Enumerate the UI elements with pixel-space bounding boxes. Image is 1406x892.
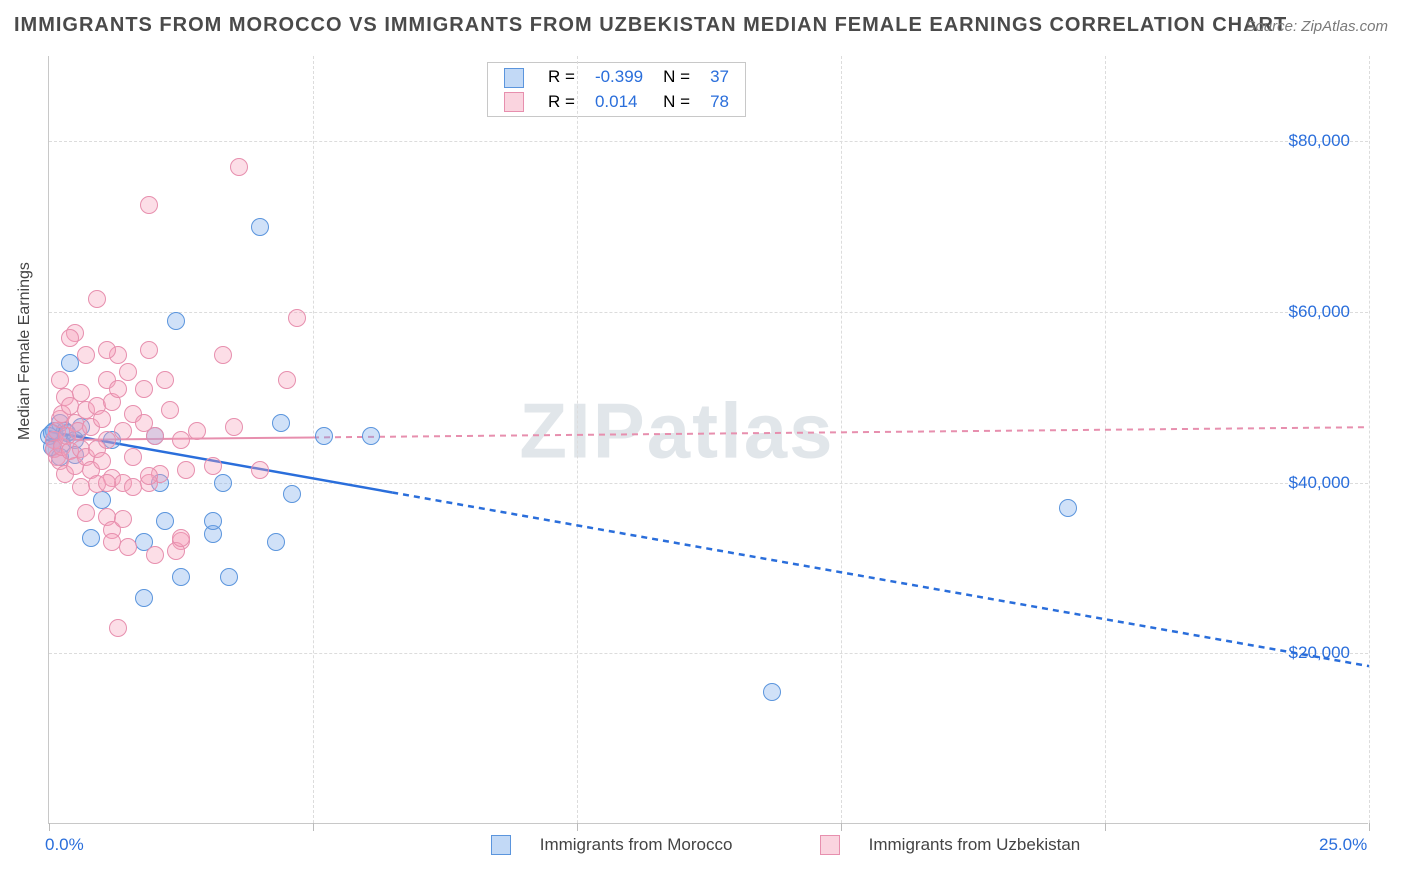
series-label: Immigrants from Morocco	[540, 835, 733, 854]
data-point	[288, 309, 306, 327]
series-label: Immigrants from Uzbekistan	[869, 835, 1081, 854]
data-point	[204, 457, 222, 475]
data-point	[98, 474, 116, 492]
data-point	[278, 371, 296, 389]
data-point	[109, 380, 127, 398]
data-point	[135, 380, 153, 398]
data-point	[362, 427, 380, 445]
y-axis-label: Median Female Earnings	[16, 262, 34, 440]
data-point	[272, 414, 290, 432]
data-point	[188, 422, 206, 440]
data-point	[140, 467, 158, 485]
data-point	[177, 461, 195, 479]
data-point	[61, 329, 79, 347]
data-point	[214, 474, 232, 492]
data-point	[51, 371, 69, 389]
data-point	[267, 533, 285, 551]
data-point	[156, 371, 174, 389]
data-point	[114, 422, 132, 440]
data-point	[88, 290, 106, 308]
data-point	[1059, 499, 1077, 517]
data-point	[72, 384, 90, 402]
data-point	[251, 218, 269, 236]
data-point	[225, 418, 243, 436]
data-point	[230, 158, 248, 176]
data-point	[220, 568, 238, 586]
series-legend: Immigrants from Morocco Immigrants from …	[479, 834, 1092, 855]
data-point	[763, 683, 781, 701]
x-tick-mark	[577, 823, 578, 831]
data-point	[98, 341, 116, 359]
data-point	[93, 452, 111, 470]
x-tick-mark	[313, 823, 314, 831]
data-point	[93, 491, 111, 509]
data-point	[251, 461, 269, 479]
x-tick-mark	[1105, 823, 1106, 831]
data-point	[283, 485, 301, 503]
gridline	[1369, 56, 1370, 823]
x-tick-mark	[49, 823, 50, 831]
x-tick-label: 0.0%	[45, 835, 84, 855]
swatch-pink-icon	[820, 835, 840, 855]
data-point	[315, 427, 333, 445]
data-point	[119, 538, 137, 556]
x-tick-label: 25.0%	[1319, 835, 1367, 855]
data-point	[119, 363, 137, 381]
x-tick-mark	[1369, 823, 1370, 831]
data-point	[172, 568, 190, 586]
swatch-blue-icon	[491, 835, 511, 855]
data-point	[161, 401, 179, 419]
data-point	[156, 512, 174, 530]
data-point	[146, 427, 164, 445]
source-label: Source: ZipAtlas.com	[1245, 18, 1388, 35]
data-point	[135, 589, 153, 607]
data-point	[77, 504, 95, 522]
data-point	[82, 529, 100, 547]
data-point	[140, 196, 158, 214]
data-point	[93, 410, 111, 428]
data-point	[109, 619, 127, 637]
data-point	[214, 346, 232, 364]
data-point	[77, 346, 95, 364]
data-point	[146, 546, 164, 564]
data-point	[172, 529, 190, 547]
scatter-plot: ZIPatlas R =-0.399 N =37 R =0.014 N =78 …	[48, 56, 1368, 824]
data-point	[167, 312, 185, 330]
chart-title: IMMIGRANTS FROM MOROCCO VS IMMIGRANTS FR…	[14, 14, 1287, 37]
x-tick-mark	[841, 823, 842, 831]
data-point	[204, 512, 222, 530]
data-point	[140, 341, 158, 359]
data-point	[114, 510, 132, 528]
data-point	[124, 448, 142, 466]
